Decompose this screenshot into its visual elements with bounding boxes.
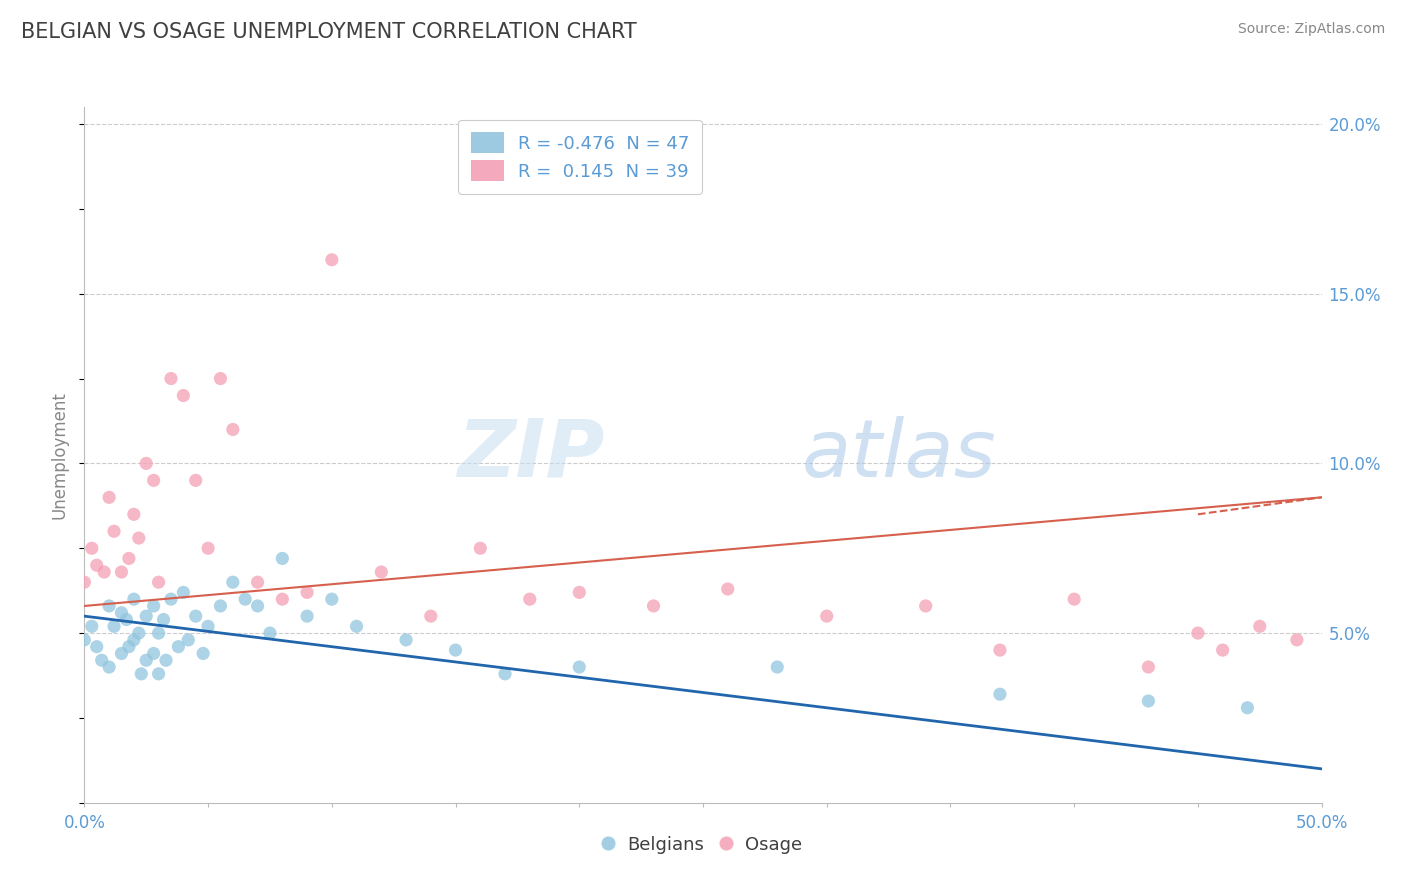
Point xyxy=(184,474,207,488)
Point xyxy=(1249,619,1271,633)
Point xyxy=(419,609,441,624)
Point xyxy=(470,541,492,556)
Point xyxy=(135,609,157,624)
Point xyxy=(167,640,190,654)
Point xyxy=(110,606,132,620)
Point xyxy=(988,687,1011,701)
Point xyxy=(370,565,392,579)
Point xyxy=(1137,660,1160,674)
Point xyxy=(142,647,165,661)
Point xyxy=(103,619,125,633)
Point xyxy=(1236,700,1258,714)
Point xyxy=(246,599,269,613)
Point xyxy=(155,653,177,667)
Point xyxy=(122,592,145,607)
Point xyxy=(128,626,150,640)
Point xyxy=(90,653,112,667)
Point xyxy=(321,252,343,267)
Text: ZIP: ZIP xyxy=(457,416,605,494)
Point xyxy=(259,626,281,640)
Point xyxy=(122,632,145,647)
Point xyxy=(128,531,150,545)
Point xyxy=(346,619,368,633)
Point xyxy=(172,388,194,402)
Point xyxy=(643,599,665,613)
Point xyxy=(914,599,936,613)
Point xyxy=(73,632,96,647)
Text: atlas: atlas xyxy=(801,416,997,494)
Point xyxy=(233,592,256,607)
Point xyxy=(135,653,157,667)
Point xyxy=(148,626,170,640)
Point xyxy=(815,609,838,624)
Point xyxy=(135,457,157,471)
Point xyxy=(98,599,121,613)
Point xyxy=(766,660,789,674)
Point xyxy=(118,640,141,654)
Point xyxy=(122,508,145,522)
Point xyxy=(222,575,245,590)
Point xyxy=(444,643,467,657)
Point xyxy=(321,592,343,607)
Point xyxy=(295,585,318,599)
Y-axis label: Unemployment: Unemployment xyxy=(51,391,69,519)
Text: Source: ZipAtlas.com: Source: ZipAtlas.com xyxy=(1237,22,1385,37)
Point xyxy=(142,474,165,488)
Point xyxy=(988,643,1011,657)
Point xyxy=(197,619,219,633)
Point xyxy=(1187,626,1209,640)
Point xyxy=(209,371,232,385)
Point xyxy=(519,592,541,607)
Point xyxy=(160,371,183,385)
Point xyxy=(80,541,103,556)
Legend: Belgians, Osage: Belgians, Osage xyxy=(595,827,811,863)
Point xyxy=(86,558,108,573)
Point xyxy=(568,660,591,674)
Point xyxy=(246,575,269,590)
Point xyxy=(177,632,200,647)
Point xyxy=(271,551,294,566)
Point xyxy=(395,632,418,647)
Point xyxy=(1063,592,1085,607)
Point xyxy=(1137,694,1160,708)
Point xyxy=(93,565,115,579)
Point xyxy=(73,575,96,590)
Point xyxy=(110,565,132,579)
Point xyxy=(118,551,141,566)
Point xyxy=(115,613,138,627)
Point xyxy=(152,613,174,627)
Point xyxy=(142,599,165,613)
Point xyxy=(172,585,194,599)
Point xyxy=(148,666,170,681)
Point xyxy=(295,609,318,624)
Point xyxy=(184,609,207,624)
Point xyxy=(1212,643,1234,657)
Point xyxy=(129,666,152,681)
Point xyxy=(271,592,294,607)
Point xyxy=(80,619,103,633)
Point xyxy=(191,647,214,661)
Point xyxy=(717,582,740,596)
Point xyxy=(103,524,125,539)
Point xyxy=(86,640,108,654)
Text: BELGIAN VS OSAGE UNEMPLOYMENT CORRELATION CHART: BELGIAN VS OSAGE UNEMPLOYMENT CORRELATIO… xyxy=(21,22,637,42)
Point xyxy=(222,422,245,436)
Point xyxy=(568,585,591,599)
Point xyxy=(197,541,219,556)
Point xyxy=(1285,632,1308,647)
Point xyxy=(148,575,170,590)
Point xyxy=(160,592,183,607)
Point xyxy=(110,647,132,661)
Point xyxy=(209,599,232,613)
Point xyxy=(98,491,121,505)
Point xyxy=(494,666,516,681)
Point xyxy=(98,660,121,674)
